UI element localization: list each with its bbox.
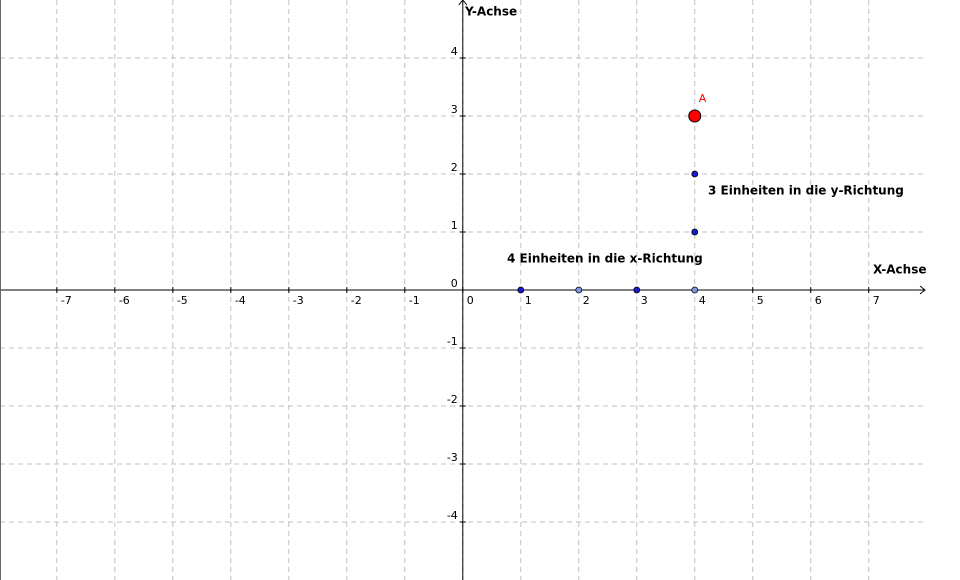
point <box>691 286 699 294</box>
x-tick-label: 1 <box>525 294 532 307</box>
x-tick-label: -1 <box>409 294 420 307</box>
y-tick-label: -1 <box>447 335 458 348</box>
point <box>688 109 702 123</box>
y-axis-label: Y-Achse <box>464 5 517 19</box>
y-tick-label: 4 <box>451 45 458 58</box>
x-tick-label: 2 <box>583 294 590 307</box>
y-tick-label: 0 <box>451 277 458 290</box>
x-axis-label: X-Achse <box>873 263 926 277</box>
point <box>691 228 699 236</box>
x-tick-label: 6 <box>815 294 822 307</box>
x-tick-label: 3 <box>641 294 648 307</box>
y-tick-label: 1 <box>451 219 458 232</box>
x-tick-label: -5 <box>177 294 188 307</box>
x-tick-label: -3 <box>293 294 304 307</box>
annotation: 3 Einheiten in die y-Richtung <box>708 184 904 198</box>
x-axis-arrow <box>919 285 926 295</box>
y-axis-arrow <box>458 0 468 6</box>
x-tick-label: 7 <box>873 294 880 307</box>
point <box>691 170 699 178</box>
x-tick-label: -6 <box>119 294 130 307</box>
y-tick-label: -4 <box>447 509 458 522</box>
x-tick-label: -2 <box>351 294 362 307</box>
x-tick-label: 0 <box>467 294 474 307</box>
point-label: A <box>699 92 707 105</box>
y-tick-label: 3 <box>451 103 458 116</box>
y-tick-label: -2 <box>447 393 458 406</box>
point <box>575 286 583 294</box>
y-tick-label: -3 <box>447 451 458 464</box>
point <box>633 286 641 294</box>
point <box>517 286 525 294</box>
x-tick-label: -7 <box>61 294 72 307</box>
annotation: 4 Einheiten in die x-Richtung <box>507 252 703 266</box>
x-tick-label: 4 <box>699 294 706 307</box>
x-tick-label: 5 <box>757 294 764 307</box>
x-tick-label: -4 <box>235 294 246 307</box>
y-tick-label: 2 <box>451 161 458 174</box>
